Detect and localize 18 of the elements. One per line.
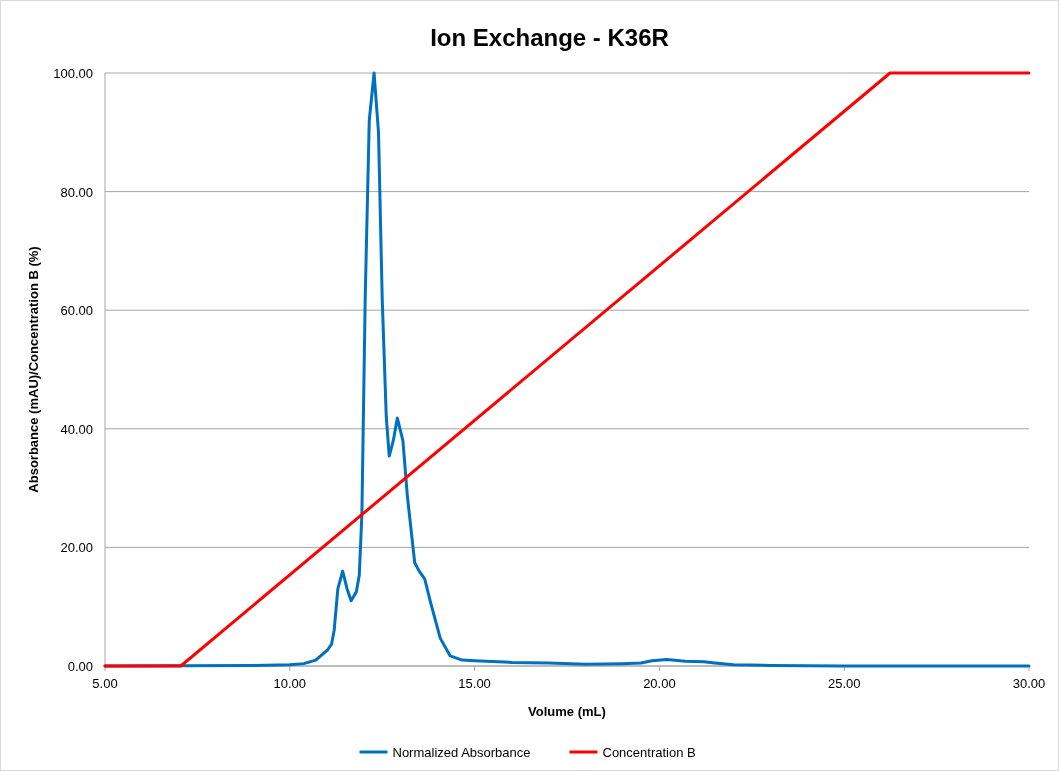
x-tick-label: 20.00 [643,676,676,691]
y-tick-label: 100.00 [53,66,93,81]
y-tick-label: 40.00 [60,421,93,437]
x-tick-label: 25.00 [827,676,861,691]
y-tick-label: 0.00 [67,659,93,674]
y-tick-label: 60.00 [60,303,93,319]
chart-title: Ion Exchange - K36R [430,24,669,51]
x-tick-label: 15.00 [458,676,491,691]
y-axis-title: Absorbance (mAU)/Concentration B (%) [26,246,41,493]
x-tick-label: 10.00 [273,676,307,691]
legend-label: Normalized Absorbance [392,745,531,760]
y-tick-label: 20.00 [60,540,93,556]
y-tick-label: 80.00 [60,184,93,200]
x-tick-label: 5.00 [92,676,118,691]
line-series [103,71,1031,668]
legend-label: Concentration B [602,745,696,760]
x-tick-label: 30.00 [1012,676,1046,691]
x-axis-title: Volume (mL) [528,704,606,719]
